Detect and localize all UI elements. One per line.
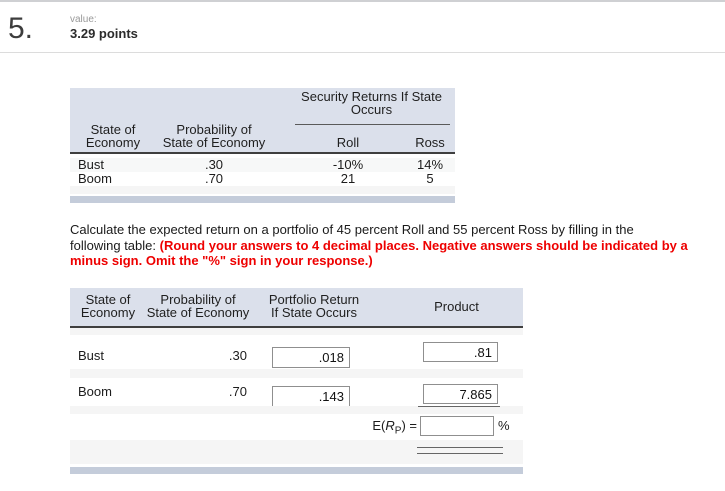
- percent-sign: %: [498, 418, 510, 433]
- prompt-line: Calculate the expected return on a portf…: [70, 222, 634, 237]
- probability-cell: .70: [204, 171, 224, 186]
- portfolio-table-header: State of Economy Probability of State of…: [70, 288, 523, 326]
- ross-cell: 14%: [416, 157, 444, 172]
- header-rule: [70, 326, 523, 328]
- table-footer-bar: [70, 467, 523, 474]
- security-returns-table: Security Returns If State Occurs State o…: [70, 88, 455, 203]
- probability-column-header: Probability of State of Economy: [146, 292, 250, 320]
- state-column-header: State of Economy: [80, 292, 136, 320]
- probability-cell: .30: [228, 348, 247, 363]
- product-column-header: Product: [434, 299, 479, 314]
- header-rule: [70, 152, 455, 154]
- portfolio-return-column-header: Portfolio Return If State Occurs: [268, 292, 360, 320]
- value-label: value:: [70, 14, 97, 25]
- state-cell: Boom: [78, 384, 112, 399]
- prompt-line: minus sign. Omit the "%" sign in your re…: [70, 253, 373, 268]
- table-row-boom: Boom .70 21 5: [70, 172, 455, 186]
- portfolio-worksheet-table: State of Economy Probability of State of…: [70, 288, 523, 474]
- worksheet-row-boom: Boom .70: [70, 378, 523, 407]
- portfolio-return-input-bust[interactable]: [272, 347, 350, 368]
- worksheet-row-bust: Bust .30: [70, 335, 523, 369]
- state-cell: Bust: [78, 348, 105, 363]
- expected-return-row: E(RP) = %: [70, 414, 523, 440]
- ross-cell: 5: [426, 171, 434, 186]
- table-footer-bar: [70, 196, 455, 203]
- header-divider: [0, 52, 725, 53]
- state-cell: Bust: [78, 157, 105, 172]
- security-returns-table-header: Security Returns If State Occurs State o…: [70, 88, 455, 152]
- prompt-line: following table: (Round your answers to …: [70, 237, 688, 253]
- portfolio-return-input-boom[interactable]: [272, 386, 350, 407]
- roll-column-header: Roll: [336, 134, 360, 150]
- security-group-header: Security Returns If State Occurs: [301, 89, 442, 117]
- question-prompt: Calculate the expected return on a portf…: [70, 222, 725, 269]
- table-row-bust: Bust .30 -10% 14%: [70, 158, 455, 172]
- double-rule-top: [417, 447, 503, 448]
- probability-column-header: Probability of State of Economy: [162, 122, 266, 150]
- product-input-bust[interactable]: [423, 342, 498, 362]
- top-divider: [0, 0, 725, 2]
- expected-return-input[interactable]: [420, 416, 494, 436]
- roll-cell: 21: [340, 171, 356, 186]
- state-cell: Boom: [78, 171, 112, 186]
- probability-cell: .30: [204, 157, 224, 172]
- product-input-boom[interactable]: [423, 384, 498, 404]
- ross-column-header: Ross: [415, 134, 445, 150]
- probability-cell: .70: [228, 384, 247, 399]
- roll-cell: -10%: [332, 157, 364, 172]
- state-column-header: State of Economy: [85, 122, 141, 150]
- points-value: 3.29 points: [70, 26, 138, 41]
- sum-rule: [418, 406, 500, 407]
- question-number: 5.: [8, 12, 34, 45]
- double-rule-bottom: [417, 453, 503, 454]
- security-group-underline: [295, 124, 450, 125]
- expected-return-label: E(RP) =: [372, 418, 417, 437]
